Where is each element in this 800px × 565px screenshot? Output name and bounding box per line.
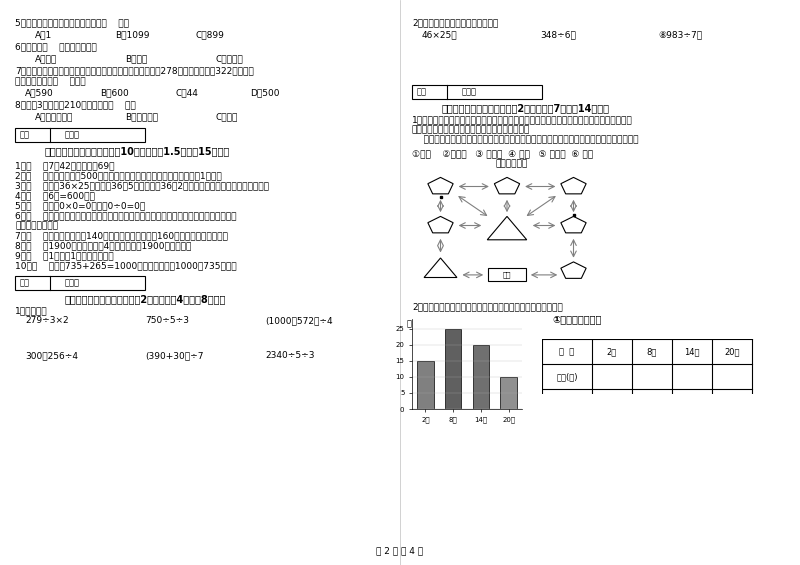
Polygon shape xyxy=(424,258,457,277)
Polygon shape xyxy=(494,177,520,194)
Polygon shape xyxy=(561,177,586,194)
Text: 4．（    ）6分=600秒。: 4．（ ）6分=600秒。 xyxy=(15,191,95,200)
Text: 8时: 8时 xyxy=(647,347,657,356)
Text: 300－256÷4: 300－256÷4 xyxy=(25,351,78,360)
Text: 2．列竖式计算，（带＊的要验算）: 2．列竖式计算，（带＊的要验算） xyxy=(412,18,498,27)
Text: 750÷5÷3: 750÷5÷3 xyxy=(145,316,189,325)
Text: 馆和鱼馆的场地分别在动物园的东北角和西北角。: 馆和鱼馆的场地分别在动物园的东北角和西北角。 xyxy=(412,125,530,134)
Text: 348÷6＊: 348÷6＊ xyxy=(540,30,576,39)
Text: 9．（    ）1吨棉与1吨棉花一样重。: 9．（ ）1吨棉与1吨棉花一样重。 xyxy=(15,251,114,260)
Text: 广州新电视塔高（    ）米。: 广州新电视塔高（ ）米。 xyxy=(15,77,86,86)
Text: ①根据统计图填表: ①根据统计图填表 xyxy=(552,314,602,324)
FancyBboxPatch shape xyxy=(15,276,145,290)
Text: (1000－572）÷4: (1000－572）÷4 xyxy=(265,316,333,325)
Text: 2时: 2时 xyxy=(607,347,617,356)
Text: 第 2 页 共 4 页: 第 2 页 共 4 页 xyxy=(377,546,423,555)
FancyBboxPatch shape xyxy=(15,128,145,142)
Bar xyxy=(473,345,490,409)
Text: 279÷3×2: 279÷3×2 xyxy=(25,316,69,325)
Text: A．乘公共汽车: A．乘公共汽车 xyxy=(35,112,74,121)
Text: 五、认真思考，综合能力（共2小题，每题7分，共14分）。: 五、认真思考，综合能力（共2小题，每题7分，共14分）。 xyxy=(442,103,610,113)
Text: 2．下面是气温自测仪上记录的某天四个不同时间的气温情况：: 2．下面是气温自测仪上记录的某天四个不同时间的气温情况： xyxy=(412,302,562,311)
Polygon shape xyxy=(561,216,586,233)
Text: B．骑自行车: B．骑自行车 xyxy=(125,112,158,121)
Text: 6．（    ）用同一条铁丝先围成一个最大的正方形，再围成一个最大的长方形，长方形和正: 6．（ ）用同一条铁丝先围成一个最大的正方形，再围成一个最大的长方形，长方形和正 xyxy=(15,211,237,220)
Text: 得分: 得分 xyxy=(20,279,30,288)
Text: 3．（    ）计算36×25时，先把36和5相乘，再把36和2相乘，最后把两次乘得的结果相加。: 3．（ ）计算36×25时，先把36和5相乘，再把36和2相乘，最后把两次乘得的… xyxy=(15,181,269,190)
Text: B．1099: B．1099 xyxy=(115,30,150,39)
Text: 2．（    ）小明家离学校500米，他每天上学、回家，一个来回一共要走1千米。: 2．（ ）小明家离学校500米，他每天上学、回家，一个来回一共要走1千米。 xyxy=(15,171,222,180)
Text: 46×25＊: 46×25＊ xyxy=(422,30,458,39)
Text: 评卷人: 评卷人 xyxy=(462,88,477,97)
Text: 7．（    ）一条河平均水深140厘米，一匹小马身高是160厘米，它肯定能趟过。: 7．（ ）一条河平均水深140厘米，一匹小马身高是160厘米，它肯定能趟过。 xyxy=(15,231,228,240)
Text: C．44: C．44 xyxy=(175,88,198,97)
Polygon shape xyxy=(428,177,453,194)
Text: 时  间: 时 间 xyxy=(559,347,574,356)
Text: 8．（    ）1900年的年份数是4的倍数，所以1900年是闰年。: 8．（ ）1900年的年份数是4的倍数，所以1900年是闰年。 xyxy=(15,241,191,250)
Text: 评卷人: 评卷人 xyxy=(65,131,80,140)
Bar xyxy=(500,377,517,409)
Text: C．899: C．899 xyxy=(195,30,224,39)
Text: A．1: A．1 xyxy=(35,30,52,39)
Text: 三、仔细推敲，正确判断（共10小题，每题1.5分，共15分）。: 三、仔细推敲，正确判断（共10小题，每题1.5分，共15分）。 xyxy=(45,146,230,156)
Text: 10．（    ）根据735+265=1000，可以直接写出1000－735的差。: 10．（ ）根据735+265=1000，可以直接写出1000－735的差。 xyxy=(15,261,237,270)
Text: B．可能: B．可能 xyxy=(125,54,147,63)
Text: 1．（    ）7个42相加的和是69。: 1．（ ）7个42相加的和是69。 xyxy=(15,161,114,170)
Text: 1．脱式计算: 1．脱式计算 xyxy=(15,306,48,315)
Text: （度）: （度） xyxy=(407,319,422,328)
Bar xyxy=(445,329,462,409)
Text: 5．最小三位数和最大三位数的和是（    ）。: 5．最小三位数和最大三位数的和是（ ）。 xyxy=(15,18,129,27)
Text: A．一定: A．一定 xyxy=(35,54,58,63)
Text: 动物园导游图: 动物园导游图 xyxy=(496,159,528,168)
Text: B．600: B．600 xyxy=(100,88,129,97)
Text: 6．四边形（    ）平行四边形。: 6．四边形（ ）平行四边形。 xyxy=(15,42,97,51)
Text: C．不可能: C．不可能 xyxy=(215,54,242,63)
Text: 2340÷5÷3: 2340÷5÷3 xyxy=(265,351,314,360)
Text: 14时: 14时 xyxy=(684,347,700,356)
Text: 北门: 北门 xyxy=(502,272,511,278)
Polygon shape xyxy=(561,262,586,279)
Text: 四、看清题目，细心计算（共2小题，每题4分，共8分）。: 四、看清题目，细心计算（共2小题，每题4分，共8分）。 xyxy=(65,294,226,304)
Text: 评卷人: 评卷人 xyxy=(65,279,80,288)
Text: 气温(度): 气温(度) xyxy=(556,372,578,381)
Polygon shape xyxy=(428,216,453,233)
Text: D．500: D．500 xyxy=(250,88,279,97)
Text: C．步行: C．步行 xyxy=(215,112,238,121)
FancyBboxPatch shape xyxy=(488,268,526,281)
Text: 7．广州新电视塔是广州市目前最高的建筑，它比中信大厦高278米，中信大厦高322米，那么: 7．广州新电视塔是广州市目前最高的建筑，它比中信大厦高278米，中信大厦高322… xyxy=(15,66,254,75)
Text: 8．爸爸3小时行了210千米，他是（    ）。: 8．爸爸3小时行了210千米，他是（ ）。 xyxy=(15,100,136,109)
FancyBboxPatch shape xyxy=(412,85,542,99)
Text: 根据小强的描述，请你把这些动物场馆所在的位置，在动物园的导游图上用序号表示出来。: 根据小强的描述，请你把这些动物场馆所在的位置，在动物园的导游图上用序号表示出来。 xyxy=(412,135,638,144)
Text: ⑧983÷7＊: ⑧983÷7＊ xyxy=(658,30,702,39)
Text: 得分: 得分 xyxy=(20,131,30,140)
Text: A．590: A．590 xyxy=(25,88,54,97)
Text: 得分: 得分 xyxy=(417,88,427,97)
Text: ①狮山    ②熊猫馆   ③ 飞禽馆  ④ 猴园   ⑤ 大象馆  ⑥ 鱼馆: ①狮山 ②熊猫馆 ③ 飞禽馆 ④ 猴园 ⑤ 大象馆 ⑥ 鱼馆 xyxy=(412,149,593,158)
Bar xyxy=(417,361,434,409)
Polygon shape xyxy=(487,216,526,240)
Text: (390+30）÷7: (390+30）÷7 xyxy=(145,351,203,360)
Text: 20时: 20时 xyxy=(724,347,740,356)
Text: 方形的周长相等。: 方形的周长相等。 xyxy=(15,221,58,230)
Text: 1．走进动物园大门，正北面是狮子山和熊猫馆，狮子山的东侧是飞禽馆，西侧是猴园，大象: 1．走进动物园大门，正北面是狮子山和熊猫馆，狮子山的东侧是飞禽馆，西侧是猴园，大… xyxy=(412,115,633,124)
Text: 5．（    ）因为0×0=0，所以0÷0=0。: 5．（ ）因为0×0=0，所以0÷0=0。 xyxy=(15,201,146,210)
